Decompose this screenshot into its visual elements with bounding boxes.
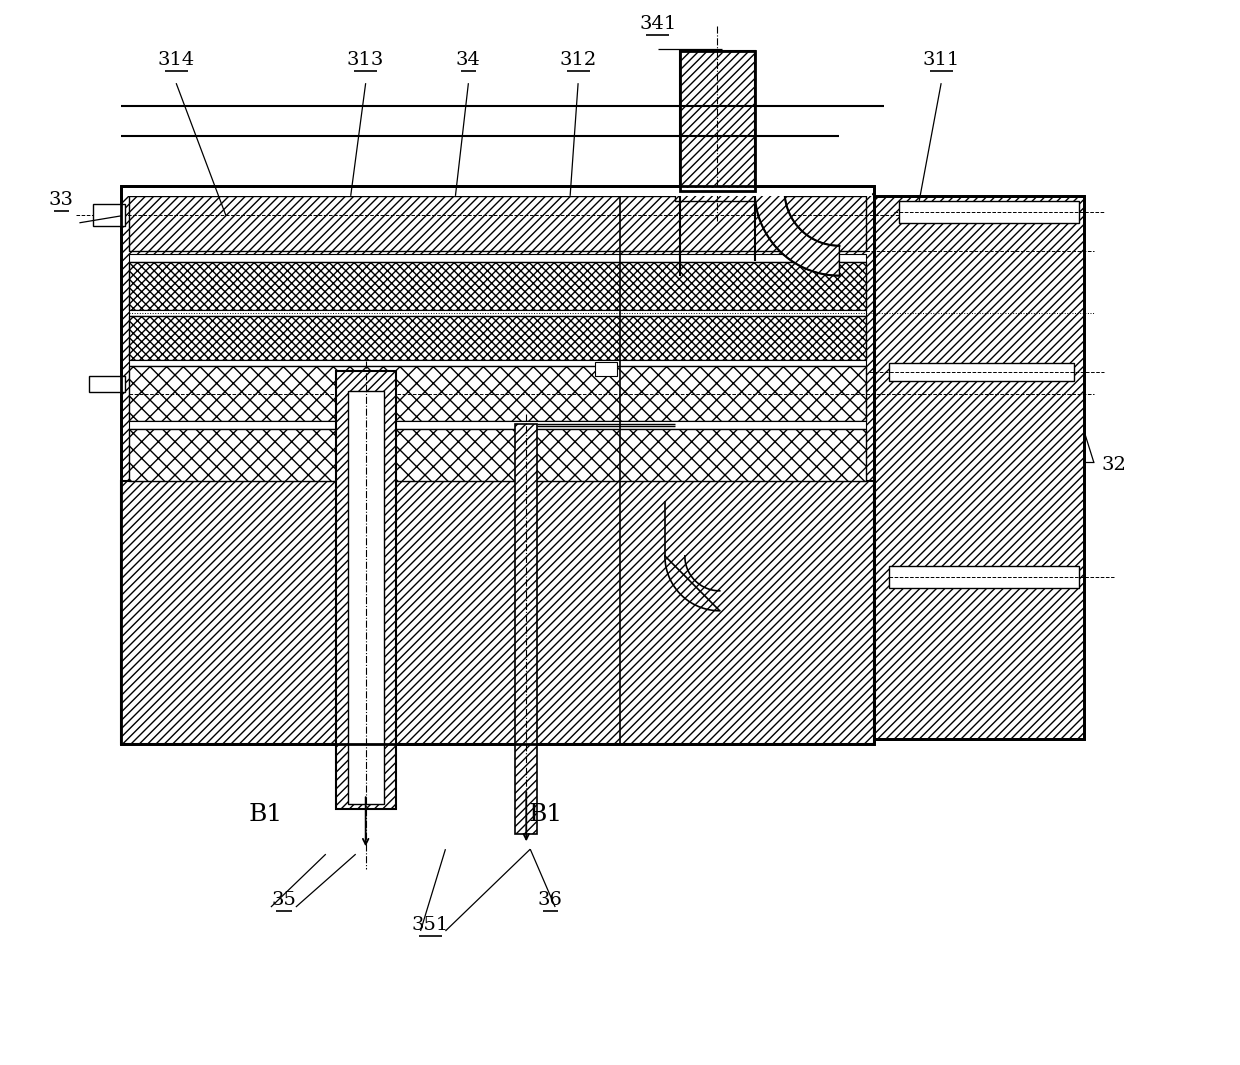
Bar (889, 363, 1074, 381)
Bar (122, 186, 874, 744)
Bar (129, 422, 867, 429)
Bar (347, 391, 383, 804)
Text: 33: 33 (48, 191, 74, 209)
Bar (336, 372, 396, 809)
Bar (129, 262, 867, 310)
Text: 311: 311 (923, 51, 960, 69)
Text: 314: 314 (157, 51, 195, 69)
Bar (129, 196, 867, 250)
Text: 34: 34 (456, 51, 481, 69)
Bar (122, 186, 874, 744)
Bar (874, 196, 1084, 739)
Text: 32: 32 (1101, 456, 1126, 474)
Bar (89, 376, 125, 392)
Bar (129, 360, 867, 366)
Text: 351: 351 (412, 916, 449, 934)
Bar (129, 366, 867, 422)
Bar (129, 429, 867, 481)
Text: B1: B1 (528, 803, 562, 825)
Bar (123, 187, 873, 196)
Text: 35: 35 (272, 891, 296, 910)
Text: 313: 313 (347, 51, 384, 69)
Bar (680, 51, 755, 191)
Bar (122, 481, 874, 744)
Bar (516, 424, 537, 834)
Bar (874, 196, 1084, 739)
Text: B1: B1 (249, 803, 283, 825)
Bar (680, 51, 755, 191)
Bar (129, 310, 867, 315)
Polygon shape (755, 191, 839, 276)
Bar (129, 315, 867, 360)
Bar (93, 203, 125, 226)
Bar (889, 566, 1079, 588)
Text: 36: 36 (538, 891, 563, 910)
Bar (675, 191, 765, 201)
Bar (595, 362, 618, 376)
Bar (129, 253, 867, 262)
Bar (899, 201, 1079, 223)
Text: 341: 341 (640, 15, 677, 33)
Text: 312: 312 (559, 51, 596, 69)
